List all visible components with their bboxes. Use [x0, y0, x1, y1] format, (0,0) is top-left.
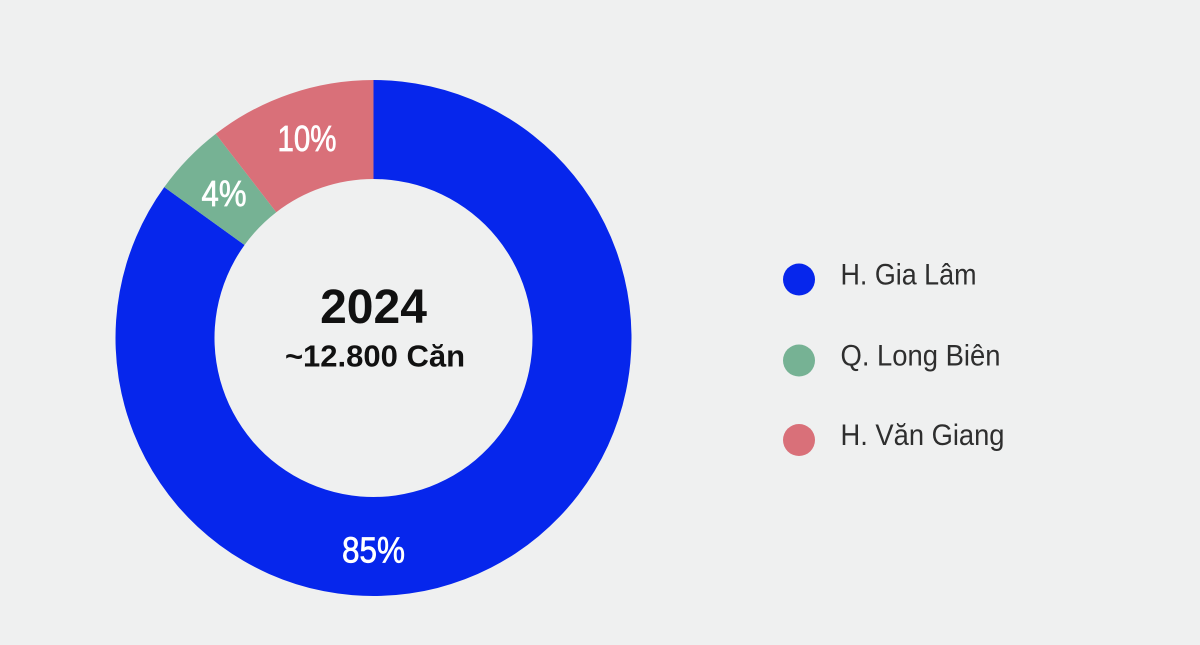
svg-text:85%: 85% [342, 530, 405, 571]
svg-text:~12.800 Căn: ~12.800 Căn [285, 338, 465, 373]
svg-text:2024: 2024 [320, 281, 427, 334]
svg-text:10%: 10% [278, 118, 337, 159]
svg-text:4%: 4% [202, 173, 247, 214]
svg-text:Q. Long Biên: Q. Long Biên [841, 340, 1001, 373]
svg-text:H. Văn Giang: H. Văn Giang [841, 419, 1005, 452]
svg-text:H. Gia Lâm: H. Gia Lâm [841, 259, 977, 292]
